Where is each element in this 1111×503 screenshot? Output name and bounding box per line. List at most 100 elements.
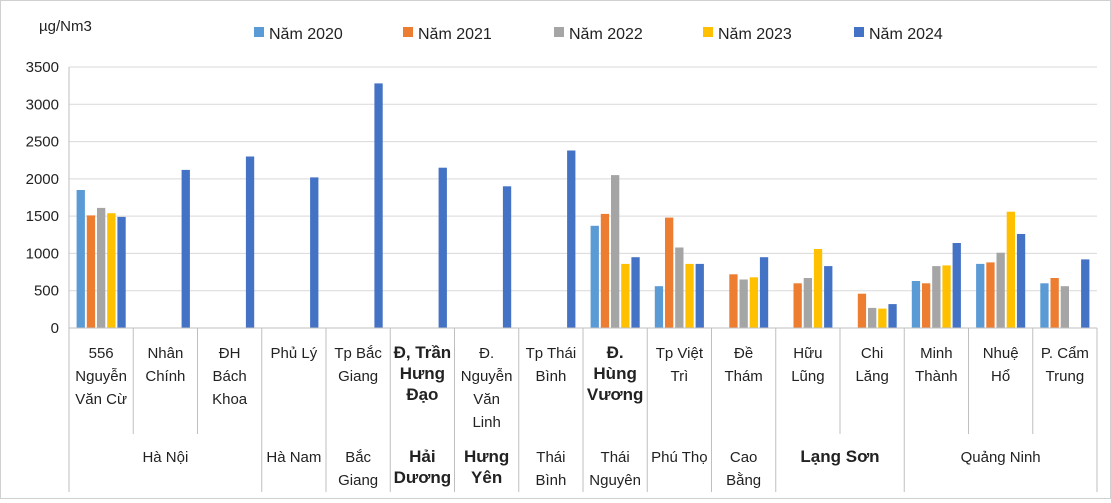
bar: [502, 186, 512, 328]
bar: [438, 167, 447, 328]
bar: [996, 252, 1005, 328]
bar: [310, 177, 319, 328]
bar: [952, 243, 961, 328]
y-tick-label: 1500: [26, 208, 59, 225]
bar: [117, 216, 126, 328]
bar: [986, 262, 995, 328]
bar: [888, 304, 897, 328]
legend-swatch-1: [254, 27, 264, 37]
category-label: Đề Thám: [724, 345, 762, 385]
category-label: Tp Việt Trì: [656, 345, 704, 385]
bar: [739, 279, 748, 328]
bar: [685, 263, 694, 328]
bar: [803, 278, 812, 328]
legend-swatch-5: [854, 27, 864, 37]
bar: [932, 266, 941, 328]
bar: [654, 286, 664, 328]
bar: [611, 175, 620, 328]
group-label: Cao Bằng: [726, 449, 761, 489]
group-label: Phú Thọ: [651, 449, 707, 466]
y-tick-label: 1000: [26, 245, 59, 262]
group-label: Thái Bình: [535, 449, 566, 489]
group-label: Quảng Ninh: [961, 449, 1041, 466]
category-label: Tp Thái Bình: [526, 345, 577, 385]
legend-label-5: Năm 2024: [869, 26, 943, 43]
bar: [1040, 283, 1049, 328]
bar: [1050, 278, 1059, 328]
bar: [86, 215, 96, 328]
bar: [76, 190, 85, 328]
bar: [590, 225, 599, 328]
bar: [749, 277, 758, 328]
y-tick-label: 3000: [26, 96, 59, 113]
group-label: Lạng Sơn: [800, 447, 879, 466]
category-labels: 556 Nguyễn Văn Cừ Nhân Chính ĐH Bách Khoa Phủ Lý…: [75, 343, 1089, 431]
category-label: Phủ Lý: [271, 345, 318, 362]
bar: [675, 247, 684, 328]
bar: [942, 265, 951, 328]
legend: Năm 2020 Năm 2021 Năm 2022 Năm 2023 Năm 2024: [254, 26, 943, 43]
bar: [759, 257, 769, 328]
bar: [1016, 234, 1026, 328]
bar: [1060, 286, 1069, 328]
bar: [631, 257, 640, 328]
bar: [922, 283, 931, 328]
category-label: Minh Thành: [915, 345, 958, 385]
bar: [824, 266, 833, 328]
bar: [567, 150, 576, 328]
axes: [68, 67, 1098, 492]
category-label: Nhuệ Hổ: [983, 345, 1019, 385]
category-label: Đ. Hùng Vương: [587, 343, 644, 404]
group-label: Hà Nội: [142, 449, 188, 466]
bar: [729, 274, 738, 328]
category-label: Đ. Nguyễn Văn Linh: [461, 345, 513, 431]
y-tick-label: 0: [51, 320, 59, 337]
category-label: Hữu Lũng: [791, 345, 824, 385]
bar: [245, 156, 255, 328]
category-label: Nhân Chính: [145, 345, 185, 385]
bar: [1006, 211, 1015, 328]
legend-swatch-2: [403, 27, 413, 37]
bar: [976, 263, 985, 328]
group-label: Thái Nguyên: [589, 449, 641, 489]
category-label: Đ, Trần Hưng Đạo: [394, 343, 452, 404]
group-label: Hưng Yên: [464, 447, 509, 487]
bars: [76, 83, 1090, 329]
gridlines: [69, 66, 1097, 292]
category-label: Tp Bắc Giang: [334, 345, 382, 385]
category-label: 556 Nguyễn Văn Cừ: [75, 345, 127, 408]
group-label: Hải Dương: [394, 447, 451, 487]
bar: [1081, 259, 1090, 328]
y-tick-label: 2500: [26, 134, 59, 151]
bar: [600, 213, 610, 328]
category-label: P. Cẩm Trung: [1041, 345, 1089, 385]
legend-swatch-4: [703, 27, 713, 37]
y-tick-label: 2000: [26, 171, 59, 188]
category-label: Chi Lăng: [855, 345, 888, 385]
group-label: Hà Nam: [266, 449, 321, 466]
legend-swatch-3: [554, 27, 564, 37]
bar: [97, 207, 106, 328]
y-tick-label: 3500: [26, 59, 59, 76]
legend-label-1: Năm 2020: [269, 26, 343, 43]
legend-label-2: Năm 2021: [418, 26, 492, 43]
y-axis-label: µg/Nm3: [39, 18, 92, 35]
legend-label-4: Năm 2023: [718, 26, 792, 43]
bar: [857, 293, 867, 328]
bar: [181, 169, 190, 328]
y-tick-label: 500: [34, 283, 59, 300]
bar: [107, 213, 116, 328]
bar: [695, 263, 704, 328]
bar: [621, 263, 630, 328]
legend-label-3: Năm 2022: [569, 26, 643, 43]
bar: [665, 217, 674, 328]
bar: [813, 249, 823, 328]
bar: [868, 307, 877, 328]
bar: [793, 283, 802, 328]
y-axis-ticks: 0 500 1000 1500 2000 2500 3000 3500: [26, 59, 59, 337]
group-labels: Hà Nội Hà Nam Bắc Giang Hải Dương Hưng Yên Thái B…: [142, 447, 1040, 489]
group-label: Bắc Giang: [338, 449, 378, 489]
bar: [878, 308, 887, 328]
